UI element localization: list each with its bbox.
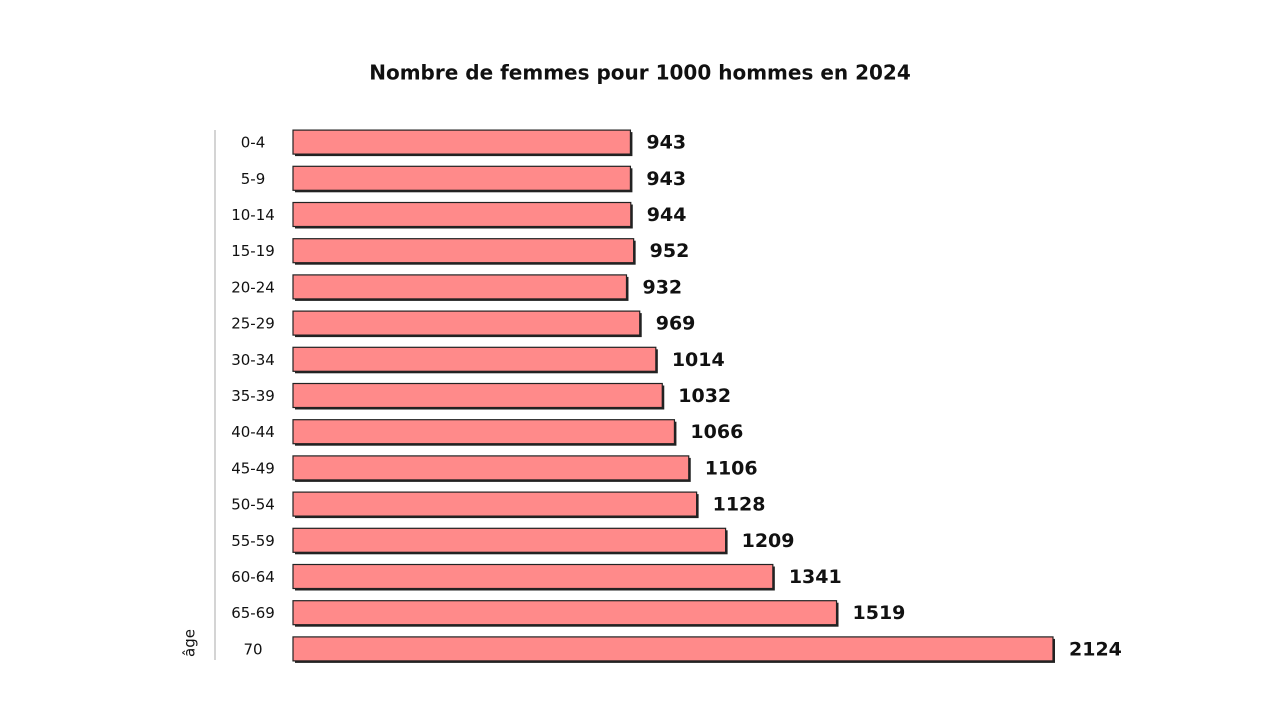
bar [292, 491, 698, 517]
value-label: 943 [646, 168, 686, 190]
value-label: 1066 [690, 421, 743, 443]
y-tick-label: 60-64 [231, 568, 275, 586]
y-tick-label: 5-9 [241, 170, 266, 188]
value-label: 1128 [713, 494, 766, 516]
value-label: 969 [656, 313, 696, 335]
bar [292, 600, 838, 626]
bar [292, 274, 628, 300]
y-tick-label: 20-24 [231, 278, 275, 296]
value-label: 1014 [672, 349, 725, 371]
y-tick-label: 70 [243, 640, 262, 658]
bar [292, 636, 1054, 662]
value-label: 943 [646, 132, 686, 154]
bar [292, 238, 635, 264]
bar [292, 455, 690, 481]
value-label: 944 [647, 204, 687, 226]
y-tick-label: 25-29 [231, 315, 275, 333]
y-tick-label: 0-4 [241, 134, 266, 152]
y-tick-label: 30-34 [231, 351, 275, 369]
bar [292, 165, 632, 191]
y-tick-label: 55-59 [231, 532, 275, 550]
y-axis-label: âge [181, 629, 199, 657]
y-tick-label: 35-39 [231, 387, 275, 405]
value-label: 1341 [789, 566, 842, 588]
bar [292, 201, 632, 228]
bar [292, 129, 632, 155]
bar [292, 419, 676, 445]
value-label: 1032 [678, 385, 731, 407]
value-label: 932 [642, 276, 682, 298]
y-tick-label: 50-54 [231, 496, 275, 514]
bar [292, 382, 663, 409]
y-tick-label: 40-44 [231, 423, 275, 441]
bar [292, 563, 774, 590]
value-label: 1209 [742, 530, 795, 552]
bar [292, 310, 641, 336]
value-label: 1106 [705, 457, 758, 479]
y-tick-label: 45-49 [231, 459, 275, 477]
value-label: 2124 [1069, 638, 1122, 660]
y-tick-label: 15-19 [231, 242, 275, 260]
value-label: 952 [650, 240, 690, 262]
bar [292, 346, 657, 372]
y-tick-label: 10-14 [231, 206, 275, 224]
y-tick-label: 65-69 [231, 604, 275, 622]
bar [292, 527, 727, 553]
value-label: 1519 [853, 602, 906, 624]
chart-title: Nombre de femmes pour 1000 hommes en 202… [369, 61, 911, 85]
